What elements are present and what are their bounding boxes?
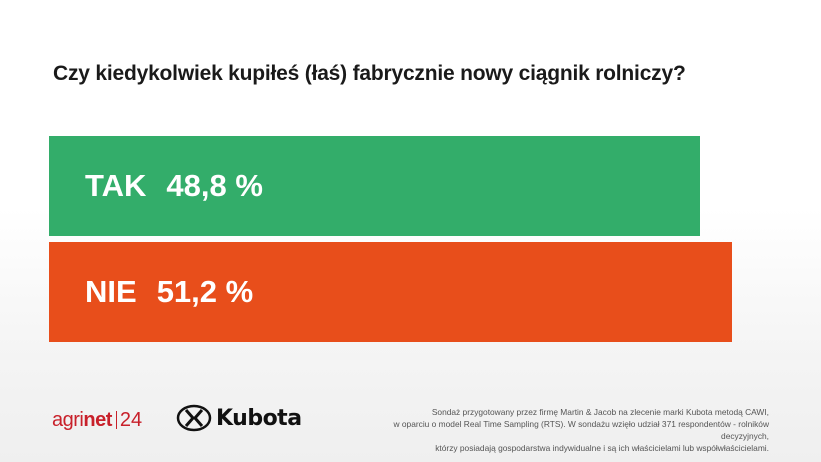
chart-title: Czy kiedykolwiek kupiłeś (łaś) fabryczni…	[53, 62, 686, 85]
value-label: 51,2 %	[156, 274, 254, 309]
survey-note-line: Sondaż przygotowany przez firmę Martin &…	[431, 407, 769, 417]
bar-nie: NIE 51,2 %	[49, 242, 732, 342]
kubota-wordmark: Kubota	[216, 405, 302, 431]
kubota-emblem-icon	[176, 404, 212, 432]
agrinet-logo: agri net 24	[52, 409, 143, 431]
survey-note-line: którzy posiadają gospodarstwa indywidual…	[435, 443, 769, 453]
bar-label: NIE 51,2 %	[85, 242, 253, 342]
category-label: NIE	[85, 274, 137, 309]
kubota-logo: Kubota	[176, 404, 302, 432]
category-label: TAK	[85, 168, 147, 203]
survey-note: Sondaż przygotowany przez firmę Martin &…	[349, 406, 770, 454]
bar-tak: TAK 48,8 %	[49, 136, 700, 236]
value-label: 48,8 %	[166, 168, 263, 203]
survey-note-line: w oparciu o model Real Time Sampling (RT…	[393, 419, 770, 441]
bar-label: TAK 48,8 %	[85, 136, 263, 236]
